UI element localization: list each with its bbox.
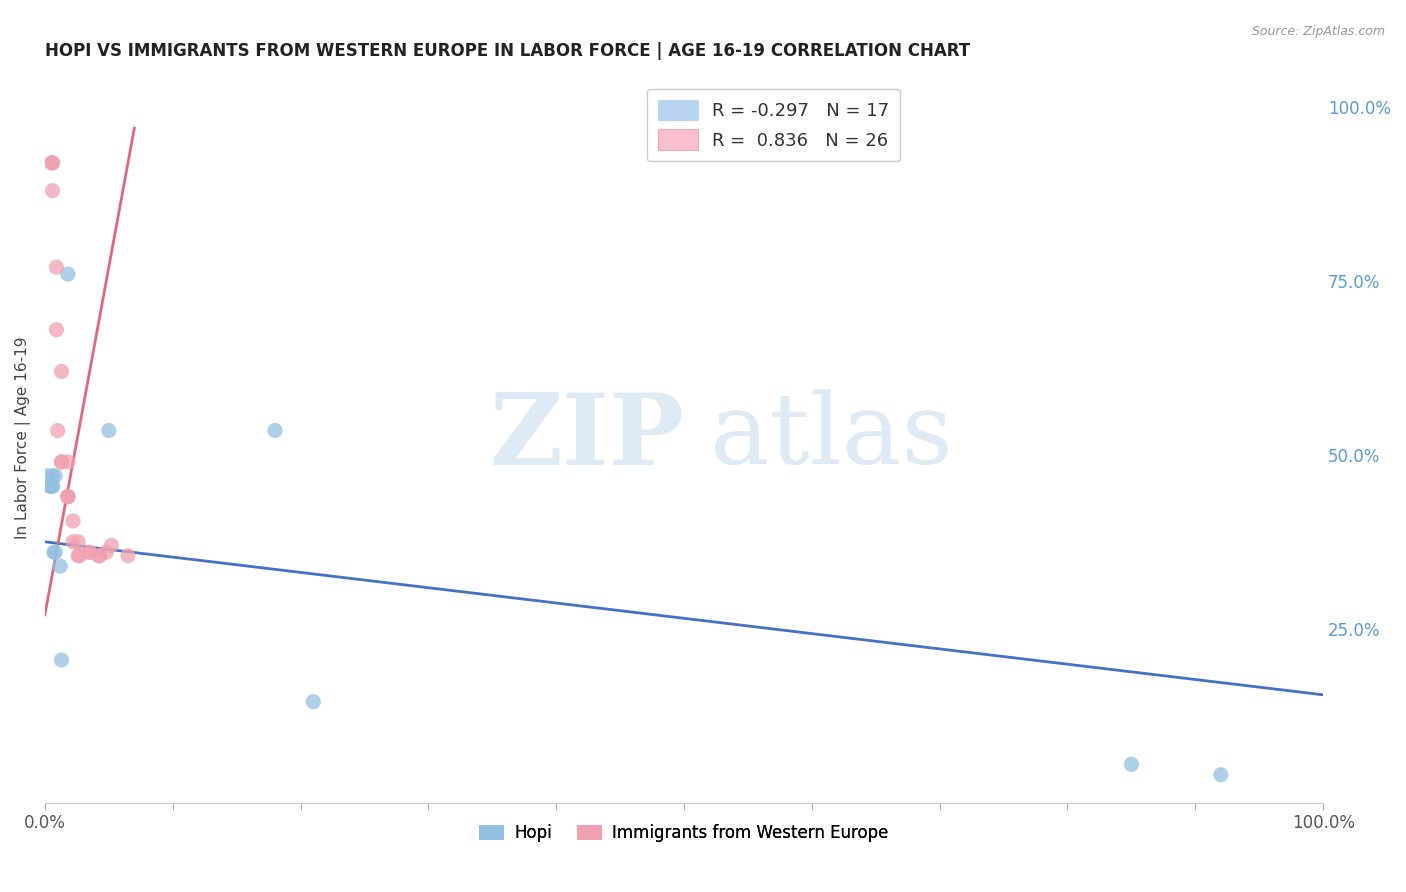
Legend: Hopi, Immigrants from Western Europe: Hopi, Immigrants from Western Europe: [472, 818, 896, 849]
Point: [62, 534, 84, 549]
Point: [51, 455, 73, 469]
Point: [39, 479, 62, 493]
Point: [51, 455, 73, 469]
Point: [41, 156, 63, 170]
Point: [46, 424, 69, 438]
Point: [56, 490, 79, 504]
Point: [264, 424, 287, 438]
Point: [39, 156, 62, 170]
Point: [79, 545, 101, 559]
Point: [97, 424, 120, 438]
Point: [49, 559, 72, 574]
Point: [41, 156, 63, 170]
Point: [42, 545, 65, 559]
Point: [56, 455, 79, 469]
Point: [56, 490, 79, 504]
Point: [44, 545, 66, 559]
Point: [39, 479, 62, 493]
Point: [44, 468, 66, 483]
Point: [1209, 768, 1232, 782]
Point: [41, 184, 63, 198]
Point: [100, 538, 122, 552]
Point: [41, 468, 63, 483]
Text: HOPI VS IMMIGRANTS FROM WESTERN EUROPE IN LABOR FORCE | AGE 16-19 CORRELATION CH: HOPI VS IMMIGRANTS FROM WESTERN EUROPE I…: [45, 42, 970, 60]
Point: [51, 364, 73, 378]
Point: [87, 549, 110, 563]
Text: Source: ZipAtlas.com: Source: ZipAtlas.com: [1251, 25, 1385, 38]
Point: [117, 549, 139, 563]
Y-axis label: In Labor Force | Age 16-19: In Labor Force | Age 16-19: [15, 336, 31, 539]
Point: [67, 534, 90, 549]
Point: [79, 545, 101, 559]
Text: atlas: atlas: [710, 390, 952, 485]
Point: [41, 479, 63, 493]
Point: [96, 545, 118, 559]
Point: [51, 653, 73, 667]
Point: [89, 549, 111, 563]
Point: [45, 260, 67, 274]
Point: [67, 549, 90, 563]
Point: [56, 490, 79, 504]
Point: [67, 549, 90, 563]
Point: [1121, 757, 1143, 772]
Text: ZIP: ZIP: [489, 389, 683, 486]
Point: [302, 695, 325, 709]
Point: [41, 479, 63, 493]
Point: [56, 267, 79, 281]
Point: [62, 514, 84, 528]
Point: [37, 468, 59, 483]
Point: [45, 323, 67, 337]
